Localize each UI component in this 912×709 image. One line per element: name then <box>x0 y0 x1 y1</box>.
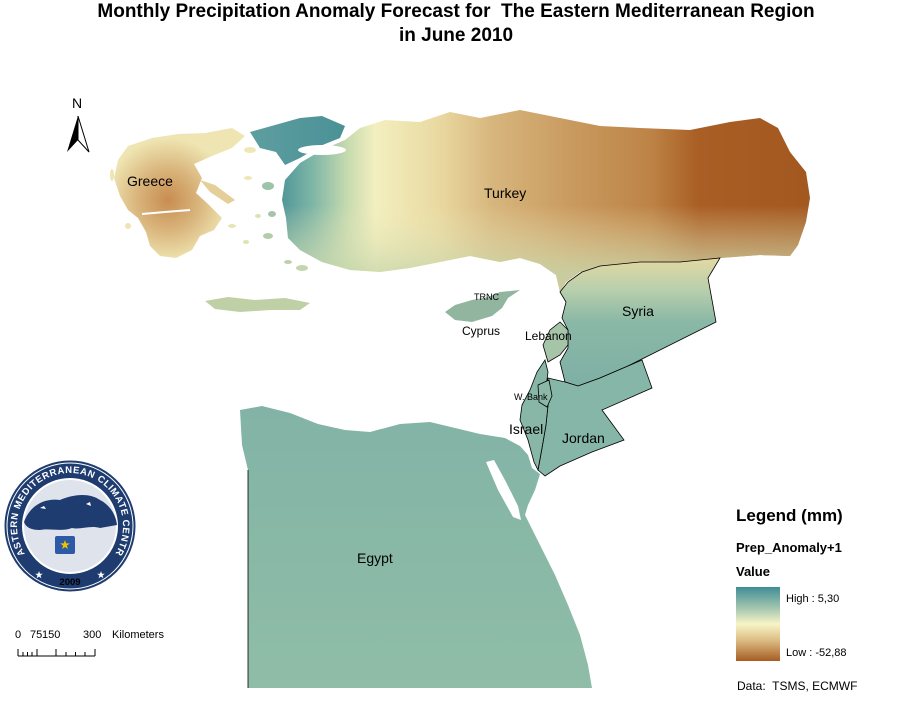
label-israel: Israel <box>509 421 543 437</box>
legend-layer-name: Prep_Anomaly+1 <box>736 540 842 555</box>
legend-low-label: Low : -52,88 <box>786 647 847 659</box>
data-source-credit: Data: TSMS, ECMWF <box>737 679 857 693</box>
aegean-islands <box>110 147 308 271</box>
logo-year: 2009 <box>59 577 80 588</box>
country-cyprus <box>445 290 520 322</box>
country-greece <box>114 128 245 258</box>
emcc-logo: EASTERN MEDITERRANEAN CLIMATE CENTRE 200… <box>0 0 137 593</box>
label-jordan: Jordan <box>562 430 605 446</box>
legend-title: Legend (mm) <box>736 506 843 525</box>
scale-tick-label-150: 150 <box>42 629 60 641</box>
label-trnc: TRNC <box>474 292 499 302</box>
sea-of-marmara <box>298 145 346 155</box>
label-greece: Greece <box>127 173 173 189</box>
north-arrow-left-half <box>67 116 78 152</box>
logo-map-silhouette <box>24 495 117 530</box>
country-egypt <box>240 406 592 688</box>
region-thrace <box>250 116 345 165</box>
map-title: Monthly Precipitation Anomaly Forecast f… <box>0 0 912 48</box>
region-west-bank <box>537 379 553 408</box>
label-egypt: Egypt <box>357 550 393 566</box>
gulf-of-suez <box>486 460 521 520</box>
label-west-bank: W. Bank <box>514 392 548 402</box>
north-arrow-icon: N <box>67 95 90 153</box>
scale-tick-label-75: 75 <box>30 629 42 641</box>
scale-bar: 0 75 150 300 Kilometers <box>15 629 164 657</box>
label-lebanon: Lebanon <box>525 329 572 343</box>
label-cyprus: Cyprus <box>462 324 500 338</box>
north-arrow-right-half <box>77 115 90 153</box>
island-crete <box>205 297 310 312</box>
logo-star-icon-left <box>35 571 43 579</box>
legend-field-name: Value <box>736 564 770 579</box>
map-area: Greece Turkey TRNC Cyprus Lebanon Syria … <box>110 110 810 688</box>
scale-unit-label: Kilometers <box>112 629 164 641</box>
map-title-line2: in June 2010 <box>398 25 514 46</box>
scale-bar-ruler <box>17 649 96 657</box>
scale-tick-label-300: 300 <box>83 629 101 641</box>
map-title-line1: Monthly Precipitation Anomaly Forecast f… <box>97 1 815 22</box>
scale-tick-label-0: 0 <box>15 629 21 641</box>
label-turkey: Turkey <box>484 185 526 201</box>
island-euboea <box>200 180 235 204</box>
country-turkey <box>282 110 810 292</box>
country-lebanon <box>542 321 569 363</box>
logo-star-icon-right <box>97 571 105 579</box>
north-label: N <box>72 95 82 111</box>
legend: Legend (mm) Prep_Anomaly+1 Value High : … <box>736 506 847 661</box>
label-syria: Syria <box>622 303 654 319</box>
logo-emblem <box>55 536 75 554</box>
legend-color-ramp <box>736 587 780 661</box>
gulf-of-corinth <box>141 209 191 215</box>
legend-high-label: High : 5,30 <box>786 593 839 605</box>
